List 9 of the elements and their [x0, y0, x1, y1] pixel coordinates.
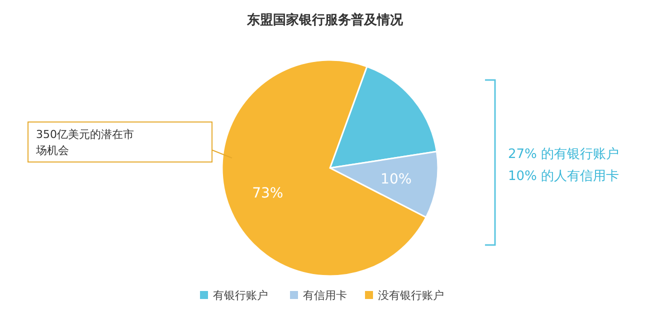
data-label: 73% — [252, 185, 284, 202]
legend-label: 有信用卡 — [303, 289, 347, 302]
text: 10% 的人有信用卡 — [508, 169, 620, 184]
data-label: 10% — [380, 172, 412, 188]
legend-label: 没有银行账户 — [378, 289, 444, 302]
chart-title: 东盟国家银行服务普及情况 — [246, 12, 404, 28]
text: 27% 的有银行账户 — [508, 147, 620, 162]
legend-label: 有银行账户 — [213, 289, 268, 302]
text: 350亿美元的潜在市场机会 — [35, 128, 134, 157]
